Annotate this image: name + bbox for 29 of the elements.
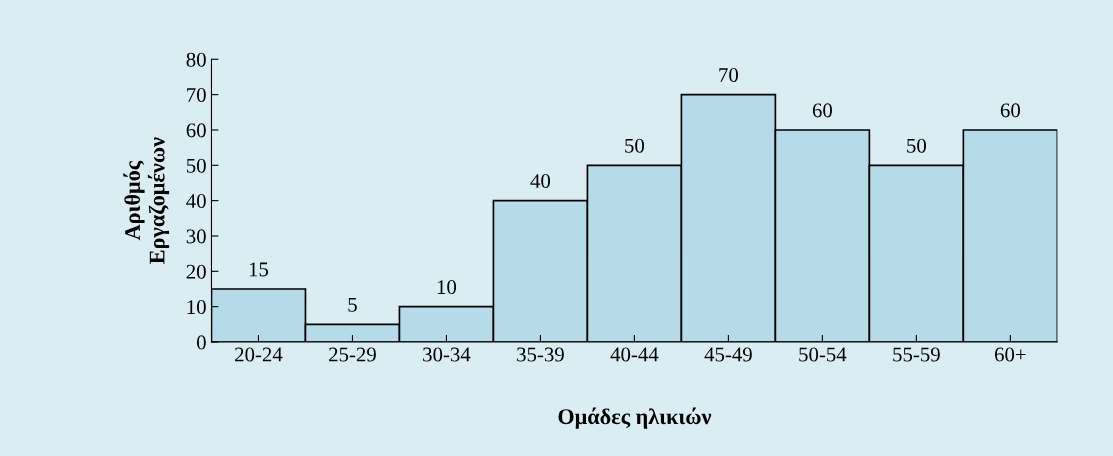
y-axis-title: Αριθμός Εργαζομένων: [123, 137, 170, 264]
y-tick-label: 60: [186, 123, 206, 138]
data-label: 5: [348, 297, 357, 312]
y-tick-label: 80: [186, 52, 206, 67]
data-label: 40: [530, 174, 551, 189]
y-tick-label: 50: [186, 158, 206, 173]
x-tick-label: 45-49: [704, 347, 752, 362]
y-tick-label: 0: [196, 335, 206, 350]
data-label: 60: [1000, 103, 1020, 118]
data-label: 70: [719, 68, 739, 83]
y-tick-label: 40: [186, 194, 206, 209]
x-tick-label: 55-59: [893, 347, 940, 362]
x-tick-label: 60+: [994, 347, 1026, 362]
x-tick-label: 30-34: [423, 347, 471, 362]
x-tick-label: 25-29: [329, 347, 376, 362]
data-label: 50: [625, 138, 645, 153]
data-label: 50: [907, 138, 926, 153]
y-tick-label: 30: [186, 229, 206, 244]
x-tick-label: 35-39: [517, 347, 564, 362]
y-tick-label: 20: [186, 264, 206, 279]
x-tick-label: 50-54: [799, 347, 847, 362]
x-tick-label: 40-44: [610, 347, 659, 362]
x-axis-title: Ομάδες ηλικιών: [558, 407, 712, 429]
y-tick-label: 70: [187, 87, 206, 103]
x-tick-label: 20-24: [235, 347, 283, 362]
data-label: 10: [437, 280, 457, 295]
data-label: 15: [249, 262, 269, 277]
data-label: 60: [812, 103, 833, 118]
y-tick-label: 10: [187, 300, 206, 315]
